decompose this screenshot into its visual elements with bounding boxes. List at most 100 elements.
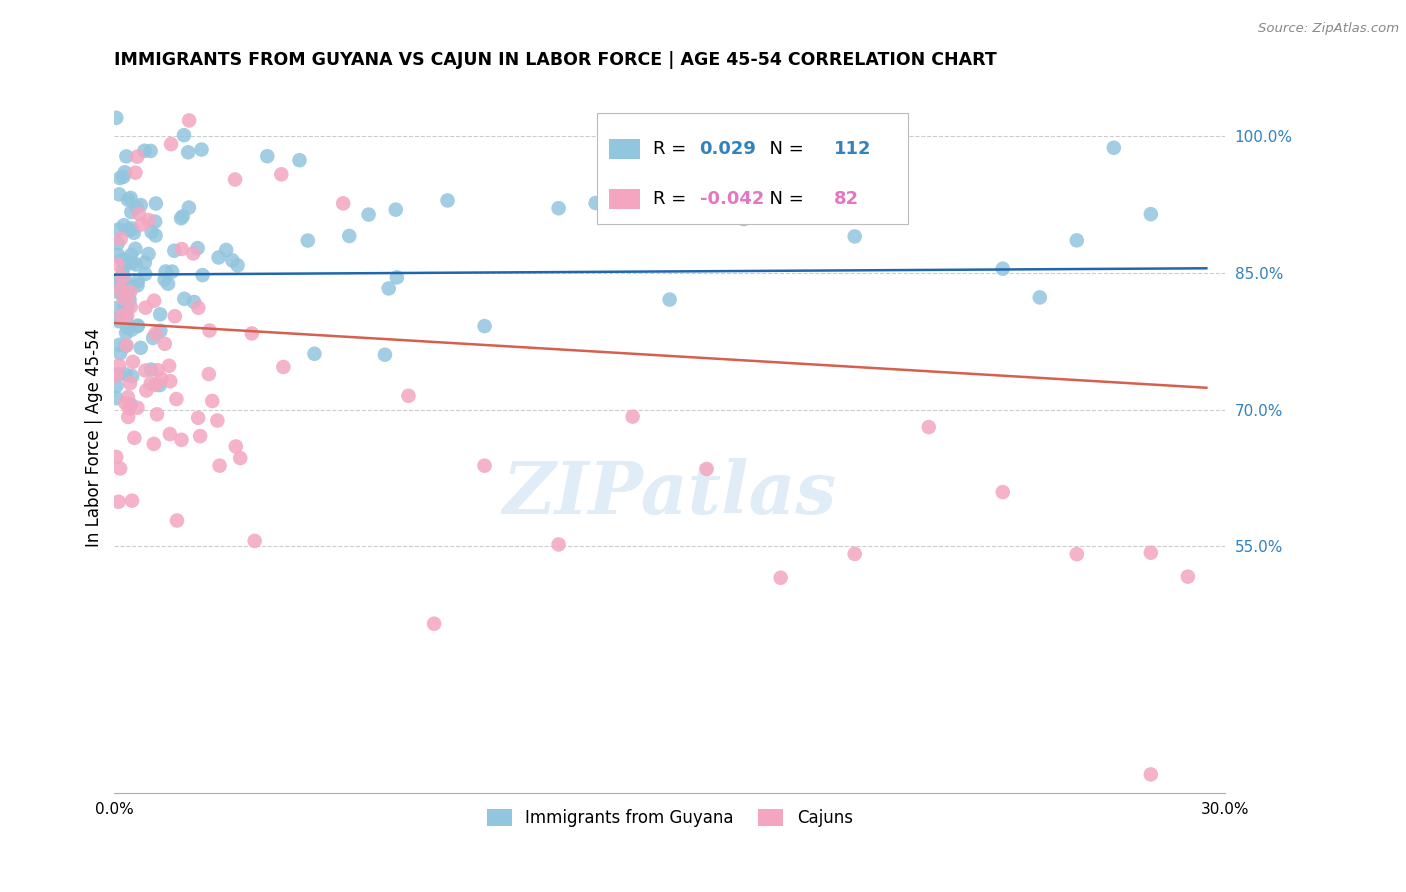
Point: [107, 367, 129, 381]
Point: [108, 171, 131, 186]
Point: [139, 376, 162, 391]
Point: [134, 144, 156, 158]
Point: [423, 616, 446, 631]
Point: [118, 401, 141, 416]
Point: [117, 390, 139, 404]
Point: [159, 374, 181, 388]
Point: [134, 255, 156, 269]
Point: [332, 196, 354, 211]
Point: [145, 326, 167, 341]
Point: [129, 198, 152, 212]
Point: [114, 165, 136, 179]
Point: [270, 167, 292, 181]
Point: [105, 368, 128, 383]
Point: [474, 319, 496, 334]
Point: [190, 143, 212, 157]
Point: [696, 462, 718, 476]
Point: [114, 396, 136, 410]
Point: [121, 323, 143, 337]
Point: [145, 196, 167, 211]
Point: [398, 389, 420, 403]
Point: [117, 409, 139, 424]
Point: [273, 359, 295, 374]
Point: [105, 450, 128, 464]
Point: [143, 214, 166, 228]
Point: [166, 514, 188, 528]
Point: [621, 409, 644, 424]
Point: [377, 281, 399, 295]
Point: [122, 355, 145, 369]
Point: [115, 338, 138, 352]
Point: [153, 272, 176, 286]
Text: ZIPatlas: ZIPatlas: [502, 458, 837, 530]
Point: [120, 191, 142, 205]
Point: [1177, 569, 1199, 583]
Point: [105, 379, 128, 393]
Point: [127, 150, 149, 164]
Point: [1140, 767, 1163, 781]
Point: [121, 221, 143, 235]
Point: [191, 268, 214, 282]
Point: [115, 149, 138, 163]
Point: [1066, 547, 1088, 561]
Point: [108, 314, 131, 328]
Point: [436, 194, 458, 208]
Point: [1102, 141, 1125, 155]
Point: [153, 336, 176, 351]
Point: [170, 433, 193, 447]
Text: Source: ZipAtlas.com: Source: ZipAtlas.com: [1258, 22, 1399, 36]
Point: [117, 320, 139, 334]
Point: [111, 252, 134, 267]
Point: [131, 218, 153, 232]
Point: [105, 111, 128, 125]
Point: [170, 242, 193, 256]
Point: [157, 359, 180, 373]
Point: [112, 285, 135, 300]
Point: [112, 260, 135, 274]
Point: [142, 331, 165, 345]
Point: [145, 228, 167, 243]
Point: [112, 300, 135, 314]
Point: [188, 429, 211, 443]
Point: [127, 401, 149, 415]
Point: [105, 276, 128, 290]
Point: [118, 293, 141, 307]
Point: [163, 310, 186, 324]
Point: [150, 372, 173, 386]
Point: [658, 293, 681, 307]
Point: [160, 137, 183, 152]
Point: [138, 213, 160, 227]
Point: [157, 277, 180, 291]
Point: [112, 289, 135, 303]
Point: [110, 309, 132, 323]
Point: [304, 347, 326, 361]
Point: [159, 427, 181, 442]
Point: [155, 264, 177, 278]
Point: [177, 201, 200, 215]
Point: [146, 407, 169, 421]
Point: [114, 339, 136, 353]
Point: [172, 209, 194, 223]
Point: [111, 265, 134, 279]
Text: 0.029: 0.029: [700, 140, 756, 158]
Point: [474, 458, 496, 473]
Point: [120, 285, 142, 299]
Point: [124, 431, 146, 445]
Point: [127, 278, 149, 293]
Point: [844, 547, 866, 561]
Text: 82: 82: [834, 190, 859, 209]
Legend: Immigrants from Guyana, Cajuns: Immigrants from Guyana, Cajuns: [479, 803, 859, 834]
Point: [1140, 546, 1163, 560]
Point: [120, 397, 142, 411]
Point: [107, 258, 129, 272]
Point: [240, 326, 263, 341]
Point: [124, 242, 146, 256]
Point: [143, 378, 166, 392]
Point: [108, 346, 131, 360]
Point: [181, 246, 204, 260]
Point: [225, 440, 247, 454]
Point: [125, 257, 148, 271]
Point: [114, 252, 136, 267]
Point: [108, 187, 131, 202]
Point: [163, 244, 186, 258]
